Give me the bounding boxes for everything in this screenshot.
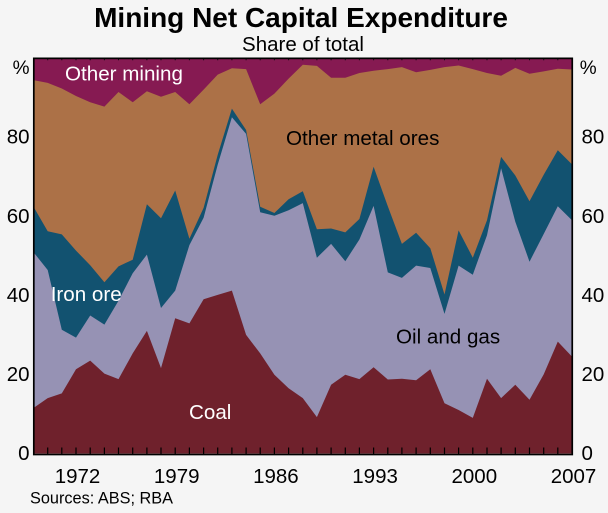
svg-text:60: 60 bbox=[7, 205, 30, 228]
svg-text:%: % bbox=[13, 58, 30, 79]
svg-text:%: % bbox=[580, 58, 597, 79]
svg-text:80: 80 bbox=[7, 126, 30, 149]
svg-text:Iron ore: Iron ore bbox=[51, 283, 122, 306]
svg-text:0: 0 bbox=[18, 442, 29, 465]
svg-text:Other mining: Other mining bbox=[65, 62, 183, 85]
svg-text:0: 0 bbox=[582, 442, 593, 465]
svg-text:Mining Net Capital Expenditure: Mining Net Capital Expenditure bbox=[94, 2, 508, 33]
svg-text:2007: 2007 bbox=[551, 465, 597, 488]
svg-text:Other metal ores: Other metal ores bbox=[286, 127, 439, 150]
svg-text:Sources: ABS; RBA: Sources: ABS; RBA bbox=[30, 490, 173, 508]
svg-text:Coal: Coal bbox=[189, 401, 231, 424]
svg-text:1986: 1986 bbox=[253, 465, 299, 488]
svg-text:60: 60 bbox=[582, 205, 605, 228]
svg-text:20: 20 bbox=[7, 363, 30, 386]
svg-text:Share of total: Share of total bbox=[242, 33, 364, 56]
svg-text:2000: 2000 bbox=[451, 465, 497, 488]
svg-text:40: 40 bbox=[582, 284, 605, 307]
svg-text:40: 40 bbox=[7, 284, 30, 307]
svg-text:1972: 1972 bbox=[55, 465, 101, 488]
svg-text:1993: 1993 bbox=[352, 465, 398, 488]
svg-text:80: 80 bbox=[582, 126, 605, 149]
svg-text:Oil and gas: Oil and gas bbox=[396, 326, 500, 349]
svg-text:1979: 1979 bbox=[154, 465, 200, 488]
svg-text:20: 20 bbox=[582, 363, 605, 386]
